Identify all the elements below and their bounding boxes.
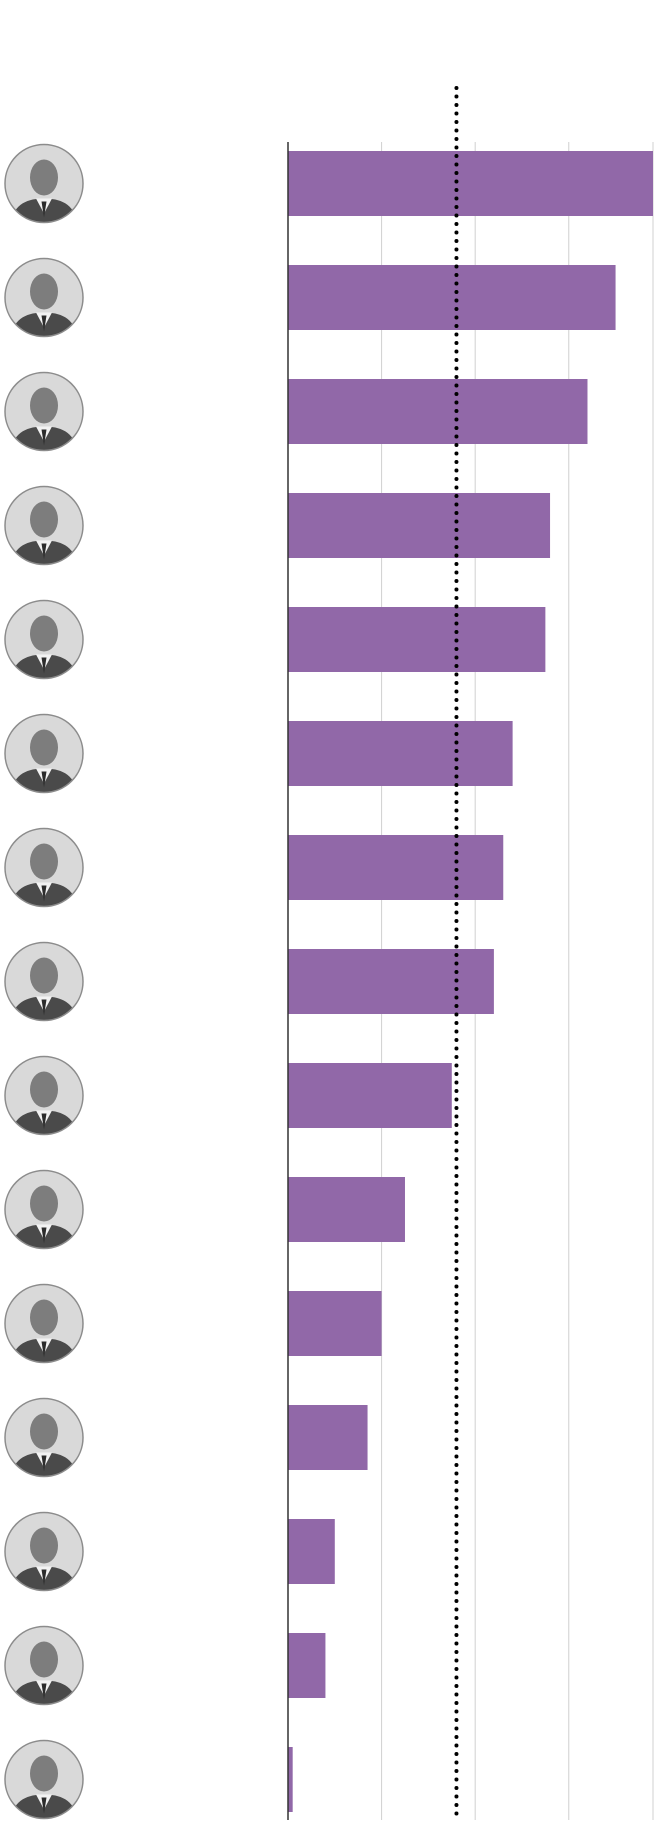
avatar-ring	[4, 143, 84, 224]
avatars	[4, 143, 84, 1820]
bar-15	[288, 1747, 293, 1812]
person-portrait-icon	[4, 1055, 84, 1136]
avatar-ring	[4, 485, 84, 566]
avatar-ring	[4, 1511, 84, 1592]
bar-8	[288, 949, 494, 1014]
avatar-ring	[4, 713, 84, 794]
person-portrait-icon	[4, 1169, 84, 1250]
person-portrait-icon	[4, 1739, 84, 1820]
person-portrait-icon	[4, 1397, 84, 1478]
avatar-ring	[4, 941, 84, 1022]
person-portrait-icon	[4, 1511, 84, 1592]
avatar-ring	[4, 827, 84, 908]
bar-1	[288, 151, 653, 216]
bar-10	[288, 1177, 405, 1242]
avatar-ring	[4, 599, 84, 680]
person-portrait-icon	[4, 599, 84, 680]
person-portrait-icon	[4, 827, 84, 908]
avatar-ring	[4, 1397, 84, 1478]
avatar-ring	[4, 1169, 84, 1250]
bar-7	[288, 835, 504, 900]
person-portrait-icon	[4, 485, 84, 566]
bar-6	[288, 721, 513, 786]
person-portrait-icon	[4, 257, 84, 338]
bar-3	[288, 379, 588, 444]
person-portrait-icon	[4, 143, 84, 224]
bars	[288, 151, 653, 1812]
avatar-ring	[4, 1055, 84, 1136]
avatar-ring	[4, 1625, 84, 1706]
avatar-ring	[4, 1739, 84, 1820]
bar-4	[288, 493, 551, 558]
bar-12	[288, 1405, 368, 1470]
person-portrait-icon	[4, 1625, 84, 1706]
avatar-ring	[4, 1283, 84, 1364]
person-portrait-icon	[4, 371, 84, 452]
person-portrait-icon	[4, 941, 84, 1022]
bar-9	[288, 1063, 452, 1128]
bar-2	[288, 265, 616, 330]
bar-11	[288, 1291, 382, 1356]
bar-5	[288, 607, 546, 672]
person-portrait-icon	[4, 1283, 84, 1364]
person-portrait-icon	[4, 713, 84, 794]
bar-14	[288, 1633, 326, 1698]
bar-13	[288, 1519, 335, 1584]
avatar-ring	[4, 371, 84, 452]
avatar-ring	[4, 257, 84, 338]
